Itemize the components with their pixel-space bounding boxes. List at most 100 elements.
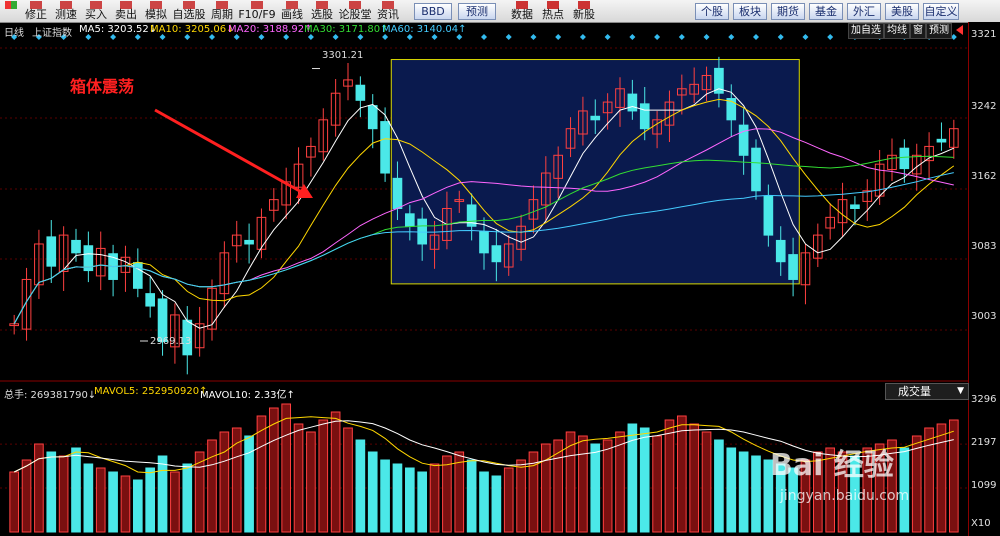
candle-body — [664, 101, 675, 126]
signal-diamond — [728, 34, 735, 40]
volume-bar — [454, 451, 465, 533]
toolbar-button-1[interactable]: 修正 — [22, 1, 50, 21]
add-watchlist-button[interactable]: 加自选 — [848, 23, 884, 39]
toolbar-more-button-2[interactable]: 新股 — [570, 1, 598, 21]
speed-icon — [60, 1, 72, 9]
candle-body — [602, 101, 613, 114]
toolbar-button-11[interactable]: 论股堂 — [338, 1, 372, 21]
toolbar-mid-button-0[interactable]: BBD — [414, 3, 452, 20]
volume-panel[interactable] — [0, 382, 968, 536]
period-label: 日线 — [4, 28, 24, 39]
signal-diamond — [283, 34, 290, 40]
signal-diamond — [579, 34, 586, 40]
toolbar-button-2[interactable]: 测速 — [52, 1, 80, 21]
toolbar-button-4[interactable]: 卖出 — [112, 1, 140, 21]
volume-chart[interactable] — [0, 382, 968, 536]
signal-diamond — [332, 34, 339, 40]
volume-bar — [726, 447, 737, 533]
mavol5-line — [13, 416, 954, 474]
candle-body — [367, 105, 378, 130]
volume-bar — [763, 459, 774, 533]
toolbar-mid-button-1[interactable]: 预测 — [458, 3, 496, 20]
volume-bar — [528, 451, 539, 533]
window-button[interactable]: 窗 — [910, 23, 926, 39]
volume-bar — [355, 439, 366, 533]
volume-bar — [874, 443, 885, 533]
toolbar-button-12[interactable]: 资讯 — [374, 1, 402, 21]
candle-body — [454, 199, 465, 202]
candle-body — [862, 190, 873, 202]
volume-bar — [404, 467, 415, 533]
toolbar-button-label: 买入 — [85, 8, 107, 21]
toolbar-market-button-3[interactable]: 基金 — [809, 3, 843, 20]
candle-body — [380, 121, 390, 174]
candle-body — [948, 128, 959, 148]
toolbar-market-button-4[interactable]: 外汇 — [847, 3, 881, 20]
toolbar-button-7[interactable]: 周期 — [208, 1, 236, 21]
candle-body — [34, 243, 44, 286]
price-tick: 3242 — [971, 101, 997, 112]
volume-bar — [132, 479, 143, 533]
indicator-select[interactable]: 成交量 ▼ — [885, 383, 969, 400]
toolbar-button-6[interactable]: 自选股 — [172, 1, 206, 21]
toolbar-button-10[interactable]: 选股 — [308, 1, 336, 21]
signal-diamond — [209, 34, 215, 40]
volume-bar — [676, 415, 687, 533]
price-tick: 3003 — [971, 311, 997, 322]
candle-body — [528, 199, 539, 220]
toolbar-more-button-0[interactable]: 数据 — [508, 1, 536, 21]
signal-diamond — [505, 34, 512, 40]
forecast-button[interactable]: 预测 — [926, 23, 952, 39]
volume-bar — [392, 463, 403, 533]
volume-bar — [256, 415, 267, 533]
candle-body — [392, 177, 403, 209]
signal-diamond — [654, 34, 661, 40]
volume-bar — [182, 463, 193, 533]
toolbar-button-5[interactable]: 模拟 — [142, 1, 170, 21]
candle-body — [330, 92, 341, 126]
collapse-arrow-icon[interactable] — [956, 25, 963, 35]
candlestick-chart[interactable] — [0, 22, 968, 382]
candle-body — [429, 234, 440, 250]
toolbar-market-button-6[interactable]: 自定义 — [923, 3, 959, 20]
volume-bar — [417, 471, 428, 533]
volume-bar — [219, 431, 230, 533]
toolbar-market-button-0[interactable]: 个股 — [695, 3, 729, 20]
candle-body — [924, 145, 934, 162]
volume-bar — [924, 427, 934, 533]
candle-body — [763, 195, 774, 236]
toolbar-market-button-5[interactable]: 美股 — [885, 3, 919, 20]
candle-body — [231, 234, 242, 247]
candle-body — [343, 79, 353, 87]
candle-body — [565, 128, 576, 149]
toolbar-button-8[interactable]: F10/F9 — [238, 1, 276, 21]
signal-diamond — [555, 34, 562, 40]
volume-bar — [936, 423, 947, 533]
signal-diamond — [703, 34, 710, 40]
candle-body — [503, 243, 514, 268]
signal-diamond — [777, 34, 784, 40]
price-tick: 3083 — [971, 241, 997, 252]
ma-button[interactable]: 均线 — [884, 23, 910, 39]
volume-bar — [689, 423, 700, 533]
volume-bar — [887, 439, 897, 533]
price-panel[interactable] — [0, 22, 968, 382]
toolbar-more-button-1[interactable]: 热点 — [539, 1, 567, 21]
mavol10-line — [13, 420, 954, 473]
volume-bar — [466, 459, 477, 533]
volume-bar — [775, 463, 786, 533]
toolbar-button-0[interactable] — [2, 1, 20, 21]
toolbar-market-button-2[interactable]: 期货 — [771, 3, 805, 20]
toolbar-button-3[interactable]: 买入 — [82, 1, 110, 21]
signal-diamond — [134, 34, 141, 40]
toolbar-button-9[interactable]: 画线 — [278, 1, 306, 21]
sim-icon — [150, 1, 162, 9]
toolbar-button-label: 热点 — [542, 8, 564, 21]
volume-bar — [71, 447, 81, 533]
signal-diamond — [110, 34, 117, 40]
volume-bar — [108, 471, 118, 533]
signal-diamond — [604, 34, 611, 40]
toolbar-market-button-1[interactable]: 板块 — [733, 3, 767, 20]
volume-bar — [911, 435, 922, 533]
candle-body — [268, 199, 279, 211]
